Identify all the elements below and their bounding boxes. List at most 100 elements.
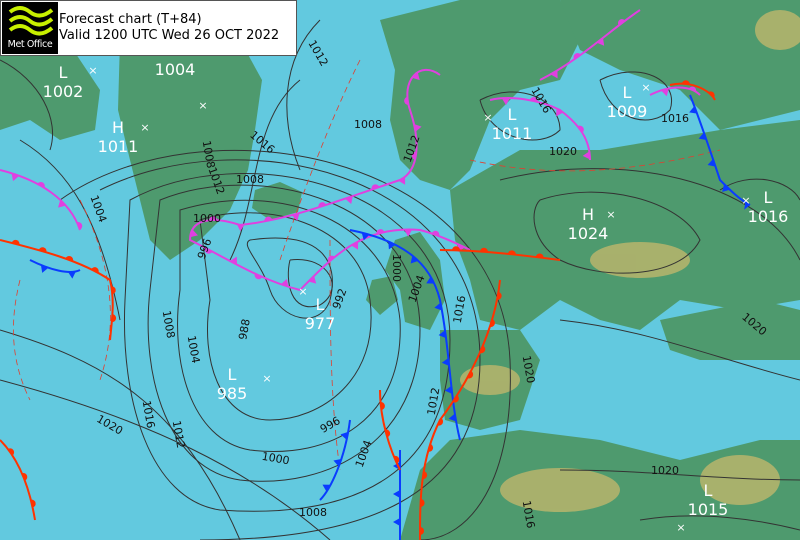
- fronts: [0, 9, 751, 540]
- occluded-front-symbol: [556, 108, 564, 117]
- occluded-front-symbol: [412, 72, 420, 81]
- svalbard-russia: [560, 0, 800, 130]
- warm-front-symbol: [420, 498, 425, 507]
- cold-front-symbol: [744, 202, 750, 210]
- isobar: [123, 173, 451, 512]
- thickness-line: [329, 239, 341, 471]
- isobar: [499, 168, 800, 261]
- warm-front-symbol: [111, 314, 117, 323]
- cold-front-symbol: [393, 518, 400, 526]
- warm-front-symbol: [507, 250, 516, 255]
- centre-value: 1011: [492, 124, 533, 143]
- met-office-logo: Met Office: [2, 2, 58, 54]
- thickness-line: [469, 149, 721, 172]
- centre-value: 977: [305, 314, 336, 333]
- cold-front: [319, 419, 351, 501]
- occluded-front-symbol: [596, 37, 605, 46]
- warm-front-symbol: [708, 91, 715, 98]
- centre-value: 1009: [607, 102, 648, 121]
- warm-front-symbol: [437, 418, 444, 426]
- occluded-front-symbol: [577, 125, 584, 133]
- thickness-line: [279, 59, 361, 261]
- warm-front-symbol: [535, 253, 544, 258]
- warm-front-symbol: [479, 247, 488, 253]
- occluded-front-symbol: [376, 229, 385, 235]
- isobar: [0, 59, 54, 151]
- occluded-front-symbol: [550, 70, 558, 79]
- warm-front-symbol: [385, 429, 391, 438]
- greenland: [118, 30, 262, 260]
- occluded-front-symbol: [254, 273, 263, 280]
- occluded-front-symbol: [529, 97, 538, 102]
- occluded-front-symbol: [264, 216, 273, 222]
- occluded-front-symbol: [280, 278, 289, 287]
- cold-front-symbol: [448, 413, 457, 422]
- isobar-label: 1008: [354, 118, 382, 131]
- occluded-front-symbol: [617, 19, 626, 26]
- isobar-label: 988: [236, 318, 252, 341]
- isobar-label: 1000: [261, 450, 291, 468]
- occluded-front-symbol: [404, 229, 413, 237]
- centre-type: H: [582, 205, 594, 224]
- occluded-front-symbol: [411, 151, 417, 160]
- centre-type: H: [112, 118, 124, 137]
- occluded-front-symbol: [76, 222, 83, 230]
- warm-front-symbol: [451, 246, 460, 251]
- britain: [385, 232, 445, 330]
- centre-value: 1015: [688, 500, 729, 519]
- scandinavia: [380, 0, 580, 190]
- isobar-label: 1012: [170, 419, 188, 449]
- occ-front: [489, 97, 591, 161]
- occluded-front-symbol: [404, 96, 409, 105]
- warm-front-symbol: [420, 526, 425, 535]
- warm-front: [0, 439, 36, 521]
- warm-front: [0, 239, 117, 341]
- isobar: [147, 184, 421, 482]
- warm-front-symbol: [393, 455, 400, 464]
- warm-front-symbol: [422, 471, 428, 480]
- isobar: [286, 19, 321, 171]
- cold-front-symbol: [438, 330, 447, 339]
- cold-front-symbol: [698, 132, 707, 141]
- cold-front-symbol: [434, 302, 442, 311]
- occ-front: [299, 228, 471, 291]
- centre-cross-icon: ×: [140, 121, 149, 134]
- isobar: [177, 199, 401, 452]
- occluded-front-symbol: [661, 88, 669, 97]
- centre-cross-icon: ×: [483, 111, 492, 124]
- warm-front-symbol: [30, 499, 36, 508]
- cold-front-symbol: [322, 484, 331, 492]
- cold-front-symbol: [410, 255, 419, 264]
- centre-value: 1004: [155, 60, 196, 79]
- centre-cross-icon: ×: [641, 81, 650, 94]
- occluded-front-symbol: [11, 173, 20, 182]
- cold-front-symbol: [67, 271, 76, 279]
- valid-time: Valid 1200 UTC Wed 26 OCT 2022: [59, 28, 280, 43]
- cold-front: [29, 259, 81, 279]
- turkey: [660, 300, 800, 360]
- isobar-label: 1016: [451, 294, 469, 324]
- cold-front-symbol: [426, 276, 435, 284]
- canada-arctic: [0, 40, 100, 140]
- warm-front-symbol: [380, 401, 385, 410]
- centre-type: L: [623, 83, 632, 102]
- warm-front-symbol: [38, 247, 47, 253]
- isobar-label: 1020: [549, 145, 577, 158]
- occluded-front-symbol: [573, 53, 581, 60]
- centre-cross-icon: ×: [741, 194, 750, 207]
- isobar-label: 1020: [651, 464, 679, 477]
- occluded-front-symbol: [351, 241, 359, 250]
- isobar: [0, 329, 241, 540]
- warm-front-symbol: [91, 267, 99, 273]
- centre-cross-icon: ×: [198, 99, 207, 112]
- isobar-label: 1000: [390, 254, 403, 282]
- cold-front-symbol: [707, 158, 716, 167]
- cold-front-symbol: [361, 232, 370, 241]
- isobar-label: 1000: [193, 212, 221, 225]
- occluded-front-symbol: [204, 247, 213, 254]
- cold-front-symbol: [40, 264, 49, 273]
